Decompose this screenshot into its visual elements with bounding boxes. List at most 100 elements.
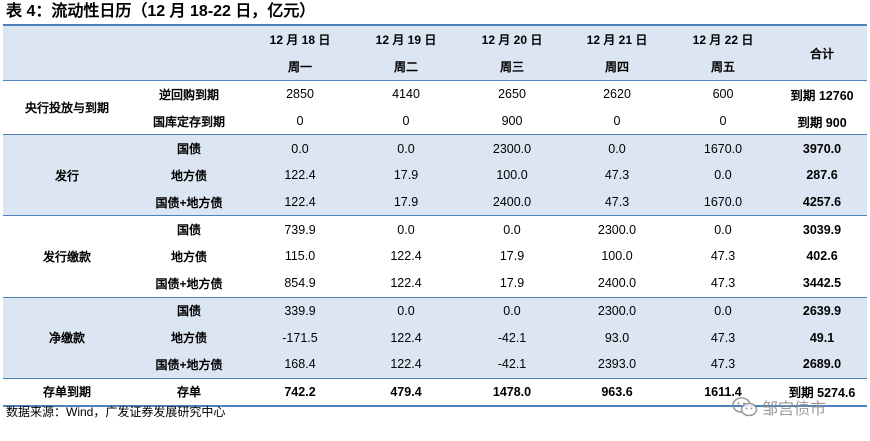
cell-value: 1611.4 xyxy=(669,377,777,407)
cell-total: 3442.5 xyxy=(802,276,842,291)
cell-value: 2393.0 xyxy=(565,350,669,379)
table-row: 地方债 115.0 122.4 17.9 100.0 47.3 402.6 xyxy=(3,243,867,270)
cell-value: 4140 xyxy=(353,79,459,108)
header-row-dates: 12 月 18 日 12 月 19 日 12 月 20 日 12 月 21 日 12 月… xyxy=(3,24,867,81)
table-row: 地方债 -171.5 122.4 -42.1 93.0 47.3 49.1 xyxy=(3,324,867,351)
table-row: 存单到期 存单 742.2 479.4 1478.0 963.6 1611.4 到期 5274… xyxy=(3,377,867,407)
cell-value: 47.3 xyxy=(710,249,736,264)
cell-value: 47.3 xyxy=(669,324,777,351)
cell-value: 0.0 xyxy=(565,134,669,163)
header-total: 合计 xyxy=(777,24,867,81)
cell-value: 1670.0 xyxy=(669,134,777,163)
row-label: 国债+地方债 xyxy=(155,276,223,291)
cell-total: 49.1 xyxy=(777,324,867,351)
table-row: 国库定存到期 0 0 900 0 0 到期 900 xyxy=(3,108,867,135)
cell-value: 600 xyxy=(669,79,777,108)
header-row-weekdays: 周一 周二 周三 周四 周五 xyxy=(3,53,867,81)
cell-value: 0.0 xyxy=(353,296,459,325)
watermark: 邹宫债市 xyxy=(732,396,826,418)
header-date: 12 月 19 日 xyxy=(353,24,459,53)
header-weekday: 周三 xyxy=(459,53,565,81)
watermark-text: 邹宫债市 xyxy=(762,401,827,418)
row-label: 逆回购到期 xyxy=(131,79,247,108)
header-weekday: 周四 xyxy=(565,53,669,81)
cell-value: 122.4 xyxy=(390,249,422,264)
cell-value: 854.9 xyxy=(284,276,316,291)
cell-value: 0 xyxy=(719,114,727,129)
row-label: 国债+地方债 xyxy=(131,350,247,379)
cell-value: 900 xyxy=(501,114,523,129)
table-row: 地方债 122.4 17.9 100.0 47.3 0.0 287.6 xyxy=(3,162,867,189)
liquidity-calendar-table: 12 月 18 日 12 月 19 日 12 月 20 日 12 月 21 日 12 月… xyxy=(3,24,867,407)
cell-value: 739.9 xyxy=(247,215,353,244)
group-label: 存单到期 xyxy=(3,377,131,407)
cell-value: 122.4 xyxy=(353,324,459,351)
row-label: 地方债 xyxy=(170,249,207,264)
header-weekday: 周二 xyxy=(353,53,459,81)
cell-value: 0.0 xyxy=(669,162,777,189)
cell-value: 2300.0 xyxy=(459,134,565,163)
cell-value: 47.3 xyxy=(565,162,669,189)
cell-value: 17.9 xyxy=(499,249,525,264)
table-row: 发行缴款 国债 739.9 0.0 0.0 2300.0 0.0 3039.9 xyxy=(3,215,867,297)
row-label: 国债 xyxy=(131,296,247,325)
row-label: 国债 xyxy=(131,215,247,244)
cell-value: 122.4 xyxy=(390,276,422,291)
group-label: 发行缴款 xyxy=(3,215,131,297)
table-row: 发行 国债 0.0 0.0 2300.0 0.0 1670.0 3970.0 xyxy=(3,134,867,216)
row-label: 国债+地方债 xyxy=(131,188,247,216)
group-label: 发行 xyxy=(3,134,131,216)
header-date: 12 月 20 日 xyxy=(459,24,565,53)
cell-value: 1478.0 xyxy=(459,377,565,407)
row-label: 国债 xyxy=(131,134,247,163)
cell-value: 2620 xyxy=(565,79,669,108)
cell-value: 2300.0 xyxy=(565,296,669,325)
cell-value: 2650 xyxy=(459,79,565,108)
cell-total: 3970.0 xyxy=(777,134,867,163)
row-label: 地方债 xyxy=(131,324,247,351)
cell-value: 115.0 xyxy=(284,249,316,264)
cell-value: 47.3 xyxy=(710,276,736,291)
row-label: 国库定存到期 xyxy=(152,114,225,129)
cell-value: 0 xyxy=(613,114,621,129)
cell-value: 0.0 xyxy=(669,215,777,244)
cell-value: 0.0 xyxy=(353,215,459,244)
table-row: 净缴款 国债 339.9 0.0 0.0 2300.0 0.0 2639.9 xyxy=(3,296,867,379)
table-row: 国债+地方债 122.4 17.9 2400.0 47.3 1670.0 4257.6 xyxy=(3,188,867,216)
cell-value: 168.4 xyxy=(247,350,353,379)
table-row: 国债+地方债 168.4 122.4 -42.1 2393.0 47.3 2689.0 xyxy=(3,350,867,379)
table-title: 表 4：流动性日历（12 月 18-22 日，亿元） xyxy=(6,3,316,20)
cell-value: 2400.0 xyxy=(597,276,637,291)
row-label: 地方债 xyxy=(131,162,247,189)
group-label: 净缴款 xyxy=(3,296,131,379)
cell-value: 339.9 xyxy=(247,296,353,325)
cell-value: 0 xyxy=(402,114,410,129)
cell-value: 100.0 xyxy=(459,162,565,189)
cell-value: 2400.0 xyxy=(459,188,565,216)
cell-value: -42.1 xyxy=(459,324,565,351)
cell-value: 963.6 xyxy=(565,377,669,407)
row-label: 存单 xyxy=(131,377,247,407)
cell-value: 0 xyxy=(296,114,304,129)
cell-value: 742.2 xyxy=(247,377,353,407)
cell-value: 122.4 xyxy=(353,350,459,379)
cell-total: 287.6 xyxy=(777,162,867,189)
cell-value: 122.4 xyxy=(247,162,353,189)
header-weekday: 周五 xyxy=(669,53,777,81)
table-row: 国债+地方债 854.9 122.4 17.9 2400.0 47.3 3442.5 xyxy=(3,270,867,297)
cell-value: 47.3 xyxy=(565,188,669,216)
cell-total: 2689.0 xyxy=(777,350,867,379)
cell-value: 0.0 xyxy=(459,215,565,244)
cell-value: 93.0 xyxy=(565,324,669,351)
cell-total: 到期 900 xyxy=(797,115,847,130)
cell-total: 402.6 xyxy=(806,249,838,264)
cell-value: 479.4 xyxy=(353,377,459,407)
cell-total: 4257.6 xyxy=(777,188,867,216)
cell-value: 2300.0 xyxy=(565,215,669,244)
cell-value: 17.9 xyxy=(353,188,459,216)
table-row: 央行投放与到期 逆回购到期 2850 4140 2650 2620 600 到期 12760 xyxy=(3,79,867,135)
cell-total: 到期 12760 xyxy=(777,79,867,108)
header-date: 12 月 21 日 xyxy=(565,24,669,53)
cell-value: 0.0 xyxy=(669,296,777,325)
header-date: 12 月 18 日 xyxy=(247,24,353,53)
